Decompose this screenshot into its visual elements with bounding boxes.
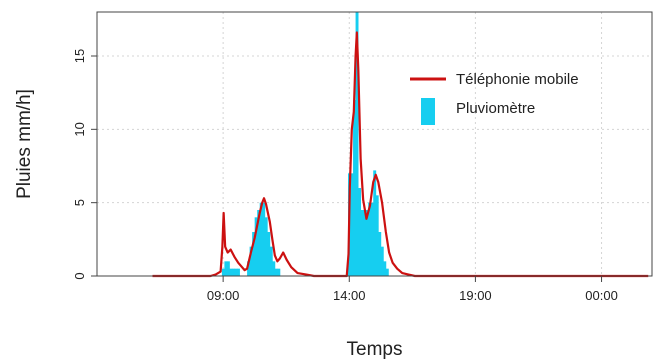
rain-gauge-bar bbox=[221, 268, 225, 276]
rain-gauge-bar bbox=[252, 232, 256, 276]
rain-gauge-bar bbox=[350, 173, 354, 276]
rain-gauge-bar bbox=[234, 268, 238, 276]
x-axis-title: Temps bbox=[347, 339, 403, 360]
rain-gauge-bar bbox=[269, 246, 273, 276]
rain-gauge-bar bbox=[363, 210, 367, 276]
rain-gauge-bar bbox=[277, 268, 281, 276]
rain-gauge-bar bbox=[383, 261, 387, 276]
rain-gauge-bar bbox=[385, 268, 389, 276]
rain-gauge-bar bbox=[247, 261, 251, 276]
y-tick-label: 15 bbox=[72, 49, 87, 63]
x-tick-label: 00:00 bbox=[585, 288, 618, 303]
rain-gauge-bar bbox=[264, 217, 268, 276]
rain-gauge-bar bbox=[274, 268, 278, 276]
legend: Téléphonie mobile Pluviomètre bbox=[410, 71, 579, 125]
mobile-rain-line bbox=[152, 31, 649, 278]
pluviometre-bars bbox=[221, 12, 389, 276]
rain-gauge-bar bbox=[375, 195, 379, 276]
rain-gauge-bar bbox=[353, 100, 356, 276]
rain-gauge-bar bbox=[231, 268, 235, 276]
plot-frame bbox=[96, 11, 653, 277]
x-tick-label: 14:00 bbox=[333, 288, 366, 303]
x-axis: 09:00 14:00 19:00 00:00 bbox=[207, 276, 618, 303]
rain-gauge-bar bbox=[237, 268, 240, 276]
rain-gauge-bar bbox=[380, 246, 384, 276]
rain-gauge-bar bbox=[360, 210, 364, 276]
legend-label-mobile: Téléphonie mobile bbox=[456, 71, 579, 88]
legend-swatch-pluviometre bbox=[421, 98, 435, 125]
rain-gauge-bar bbox=[226, 261, 230, 276]
rain-gauge-bar bbox=[254, 217, 258, 276]
rain-gauge-bar bbox=[370, 202, 374, 276]
rain-gauge-bar bbox=[373, 170, 377, 276]
rain-gauge-bar bbox=[267, 232, 271, 276]
mobile-line-series bbox=[152, 31, 649, 278]
y-tick-label: 5 bbox=[72, 199, 87, 206]
rain-gauge-bar bbox=[358, 188, 362, 276]
x-tick-label: 19:00 bbox=[459, 288, 492, 303]
x-tick-label: 09:00 bbox=[207, 288, 240, 303]
rain-gauge-bar bbox=[365, 210, 369, 276]
rain-gauge-bar bbox=[224, 261, 228, 276]
rain-gauge-bar bbox=[229, 268, 233, 276]
y-axis-title: Pluies mm/h] bbox=[14, 89, 35, 199]
y-axis: 0 5 10 15 bbox=[72, 49, 97, 280]
rain-gauge-bar bbox=[368, 202, 372, 276]
rain-gauge-bar bbox=[378, 232, 382, 276]
legend-label-pluviometre: Pluviomètre bbox=[456, 100, 535, 117]
y-tick-label: 0 bbox=[72, 272, 87, 279]
rain-gauge-bar bbox=[272, 261, 276, 276]
rain-gauge-bar bbox=[262, 202, 266, 276]
rain-gauge-bar bbox=[355, 12, 359, 276]
rain-gauge-bar bbox=[259, 202, 263, 276]
y-tick-label: 10 bbox=[72, 122, 87, 136]
rain-gauge-bar bbox=[257, 210, 261, 276]
rain-gauge-bar bbox=[249, 246, 253, 276]
